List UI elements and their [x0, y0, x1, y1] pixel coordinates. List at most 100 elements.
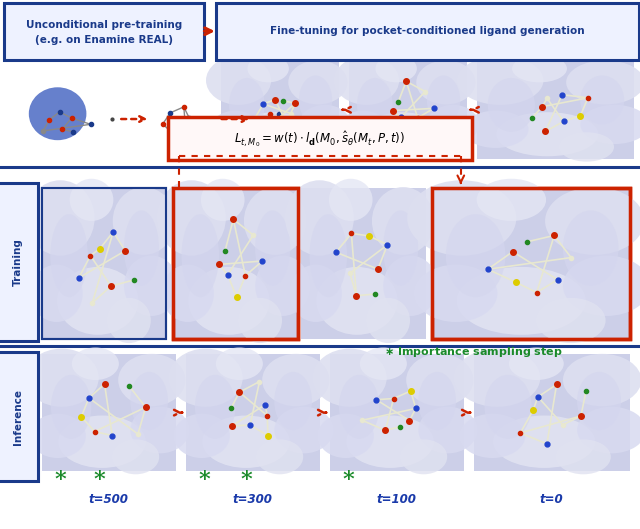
Text: *: * — [241, 469, 252, 491]
FancyBboxPatch shape — [0, 352, 38, 481]
Ellipse shape — [457, 56, 543, 105]
FancyBboxPatch shape — [4, 3, 204, 60]
Ellipse shape — [400, 440, 447, 475]
Ellipse shape — [29, 87, 86, 140]
Ellipse shape — [334, 56, 399, 105]
Ellipse shape — [376, 55, 417, 83]
Ellipse shape — [70, 179, 113, 221]
Text: t=500: t=500 — [89, 494, 129, 506]
Ellipse shape — [577, 372, 621, 430]
Ellipse shape — [202, 416, 290, 468]
Ellipse shape — [310, 214, 347, 297]
Text: *: * — [93, 469, 105, 491]
Ellipse shape — [188, 267, 269, 335]
Ellipse shape — [556, 440, 611, 475]
Ellipse shape — [317, 414, 374, 458]
Ellipse shape — [316, 267, 397, 335]
Ellipse shape — [360, 348, 407, 380]
Ellipse shape — [416, 60, 476, 104]
Ellipse shape — [289, 264, 342, 322]
FancyBboxPatch shape — [474, 354, 630, 471]
Ellipse shape — [72, 348, 119, 380]
Ellipse shape — [255, 256, 310, 316]
Ellipse shape — [131, 372, 168, 430]
Ellipse shape — [182, 214, 219, 297]
Ellipse shape — [497, 112, 598, 156]
Ellipse shape — [563, 256, 640, 316]
Ellipse shape — [357, 78, 392, 132]
Ellipse shape — [51, 214, 88, 297]
Ellipse shape — [454, 349, 540, 407]
Text: Inference: Inference — [13, 389, 22, 444]
Ellipse shape — [210, 111, 260, 148]
Ellipse shape — [477, 179, 546, 221]
Ellipse shape — [463, 111, 529, 148]
Ellipse shape — [509, 348, 564, 380]
FancyBboxPatch shape — [168, 117, 472, 160]
Ellipse shape — [216, 348, 263, 380]
Ellipse shape — [299, 76, 332, 124]
Ellipse shape — [580, 105, 640, 144]
Ellipse shape — [25, 349, 99, 407]
FancyBboxPatch shape — [330, 354, 464, 471]
Ellipse shape — [58, 416, 146, 468]
Ellipse shape — [57, 267, 138, 335]
Ellipse shape — [559, 132, 614, 162]
Ellipse shape — [488, 78, 535, 132]
Ellipse shape — [107, 298, 151, 343]
Ellipse shape — [484, 375, 532, 439]
Ellipse shape — [407, 180, 516, 256]
Text: *: * — [55, 469, 67, 491]
Ellipse shape — [169, 349, 243, 407]
Ellipse shape — [577, 407, 640, 453]
Ellipse shape — [112, 440, 159, 475]
FancyBboxPatch shape — [216, 3, 639, 60]
Ellipse shape — [131, 407, 189, 453]
Ellipse shape — [427, 105, 479, 144]
Ellipse shape — [299, 105, 351, 144]
Ellipse shape — [427, 76, 460, 124]
Ellipse shape — [346, 416, 434, 468]
Text: t=300: t=300 — [233, 494, 273, 506]
Ellipse shape — [419, 372, 456, 430]
Text: t=100: t=100 — [377, 494, 417, 506]
Text: Unconditional pre-training: Unconditional pre-training — [26, 20, 182, 30]
FancyBboxPatch shape — [432, 188, 630, 339]
Ellipse shape — [580, 76, 624, 124]
Ellipse shape — [244, 187, 307, 255]
Text: *: * — [199, 469, 211, 491]
Ellipse shape — [157, 180, 226, 256]
FancyBboxPatch shape — [349, 61, 467, 159]
Ellipse shape — [124, 256, 179, 316]
FancyBboxPatch shape — [477, 61, 634, 159]
Ellipse shape — [460, 414, 525, 458]
Ellipse shape — [366, 298, 410, 343]
Ellipse shape — [545, 187, 640, 255]
Ellipse shape — [372, 187, 435, 255]
Ellipse shape — [414, 264, 497, 322]
Ellipse shape — [173, 414, 230, 458]
Ellipse shape — [406, 354, 474, 406]
Ellipse shape — [364, 112, 440, 156]
Text: $L_{t,M_0} = w(t) \cdot l_{\mathbf{d}}(M_0, \hat{s}_{\theta}(M_t, P, t))$: $L_{t,M_0} = w(t) \cdot l_{\mathbf{d}}(M… — [234, 129, 406, 149]
Ellipse shape — [30, 264, 83, 322]
Ellipse shape — [563, 354, 640, 406]
Ellipse shape — [275, 372, 312, 430]
Ellipse shape — [229, 78, 264, 132]
FancyBboxPatch shape — [301, 188, 426, 339]
Ellipse shape — [113, 187, 175, 255]
Text: Training: Training — [13, 238, 22, 286]
Ellipse shape — [262, 354, 330, 406]
Ellipse shape — [563, 211, 618, 286]
Ellipse shape — [383, 256, 438, 316]
Ellipse shape — [329, 179, 372, 221]
Ellipse shape — [411, 132, 452, 162]
Text: Fine-tuning for pocket-conditioned ligand generation: Fine-tuning for pocket-conditioned ligan… — [270, 26, 584, 36]
Ellipse shape — [256, 440, 303, 475]
Ellipse shape — [383, 211, 418, 286]
Text: (e.g. on Enamine REAL): (e.g. on Enamine REAL) — [35, 35, 173, 44]
Ellipse shape — [26, 180, 95, 256]
FancyBboxPatch shape — [42, 354, 176, 471]
Ellipse shape — [238, 298, 282, 343]
Ellipse shape — [255, 211, 290, 286]
